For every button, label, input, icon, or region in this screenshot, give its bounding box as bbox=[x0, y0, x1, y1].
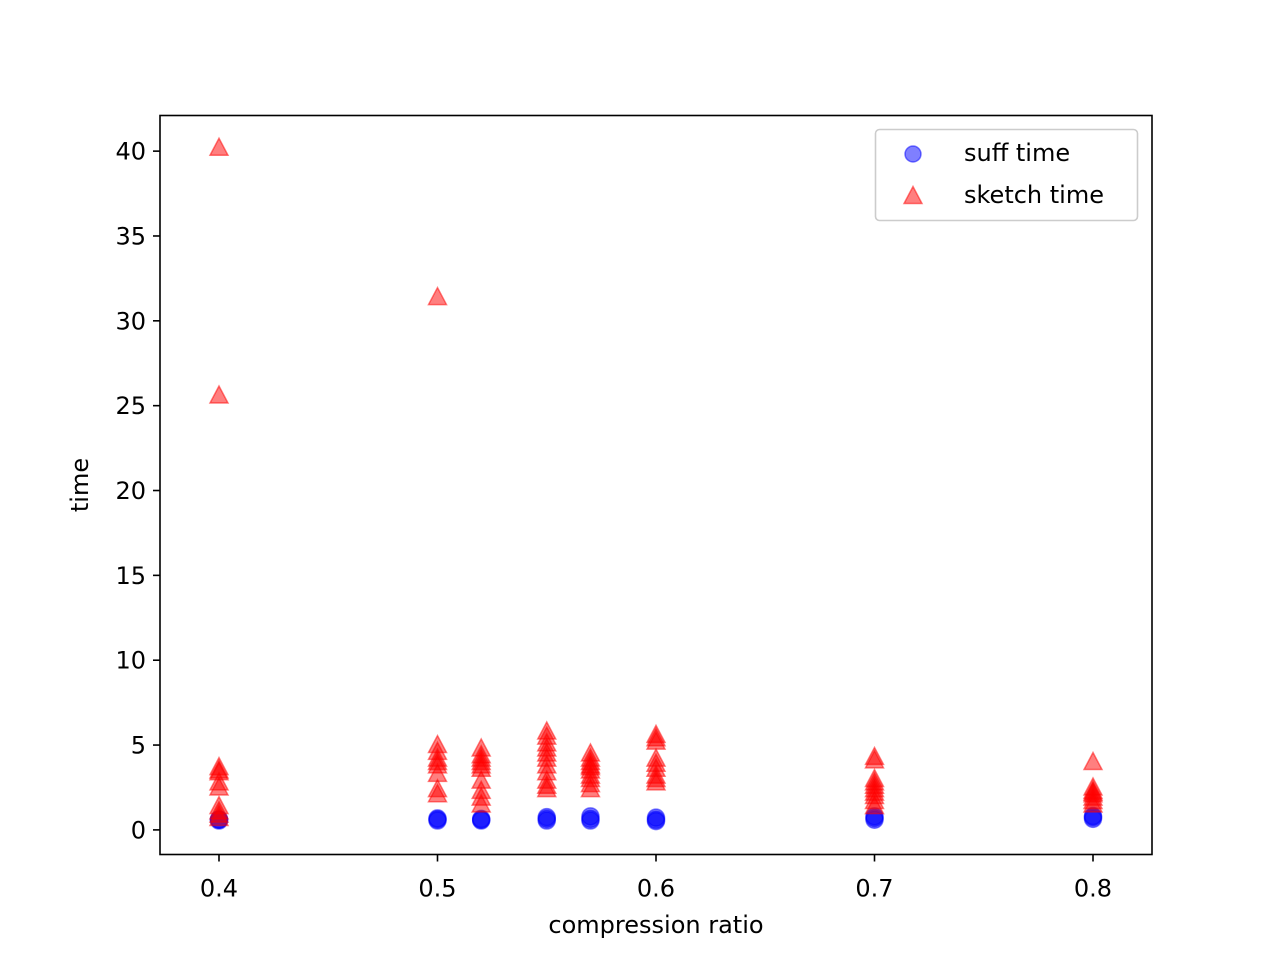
data-point-sketch-time bbox=[1082, 750, 1104, 771]
y-tick-label: 20 bbox=[115, 477, 146, 505]
y-tick-label: 10 bbox=[115, 647, 146, 675]
data-point-suff-time bbox=[646, 808, 666, 827]
legend-label-suff-time: suff time bbox=[964, 139, 1070, 167]
data-point-sketch-time bbox=[208, 136, 230, 156]
data-point-sketch-time bbox=[645, 771, 667, 791]
data-point-sketch-time bbox=[536, 778, 557, 798]
y-tick-label: 0 bbox=[131, 816, 146, 844]
data-point-sketch-time bbox=[208, 806, 230, 827]
y-axis-label: time bbox=[66, 458, 94, 512]
legend-marker-suff-time bbox=[904, 145, 922, 163]
data-point-suff-time bbox=[537, 807, 556, 827]
legend: suff time sketch time bbox=[874, 128, 1139, 222]
y-tick-label: 15 bbox=[115, 562, 146, 590]
data-point-sketch-time bbox=[427, 285, 448, 306]
data-point-sketch-time bbox=[470, 793, 492, 813]
x-tick-label: 0.4 bbox=[200, 875, 238, 903]
data-point-suff-time bbox=[428, 809, 447, 828]
marks-layer bbox=[208, 136, 1104, 831]
ticks-layer: 0.4 0.5 0.6 0.7 0.8 0 5 10 15 20 25 30 35 40 bbox=[115, 138, 1112, 903]
data-point-sketch-time bbox=[1082, 793, 1104, 813]
y-tick-label: 40 bbox=[115, 138, 146, 166]
y-tick-label: 35 bbox=[115, 222, 146, 250]
x-tick-label: 0.7 bbox=[855, 875, 893, 903]
y-tick-label: 5 bbox=[131, 732, 146, 760]
legend-marker-sketch-time bbox=[902, 184, 924, 205]
data-point-sketch-time bbox=[208, 776, 230, 796]
data-point-sketch-time bbox=[208, 384, 230, 404]
legend-label-sketch-time: sketch time bbox=[964, 181, 1104, 209]
data-point-sketch-time bbox=[864, 749, 885, 769]
data-point-sketch-time bbox=[580, 778, 601, 798]
x-axis-label: compression ratio bbox=[548, 911, 763, 939]
x-tick-label: 0.5 bbox=[418, 875, 456, 903]
data-point-suff-time bbox=[581, 807, 600, 826]
data-point-sketch-time bbox=[864, 795, 885, 815]
series-sketch-time bbox=[208, 136, 1104, 827]
x-tick-label: 0.8 bbox=[1074, 875, 1112, 903]
y-tick-label: 30 bbox=[115, 307, 146, 335]
data-point-suff-time bbox=[471, 809, 491, 829]
x-tick-label: 0.6 bbox=[637, 875, 675, 903]
data-point-sketch-time bbox=[427, 783, 448, 803]
legend-box bbox=[874, 128, 1139, 222]
y-tick-label: 25 bbox=[115, 392, 146, 420]
